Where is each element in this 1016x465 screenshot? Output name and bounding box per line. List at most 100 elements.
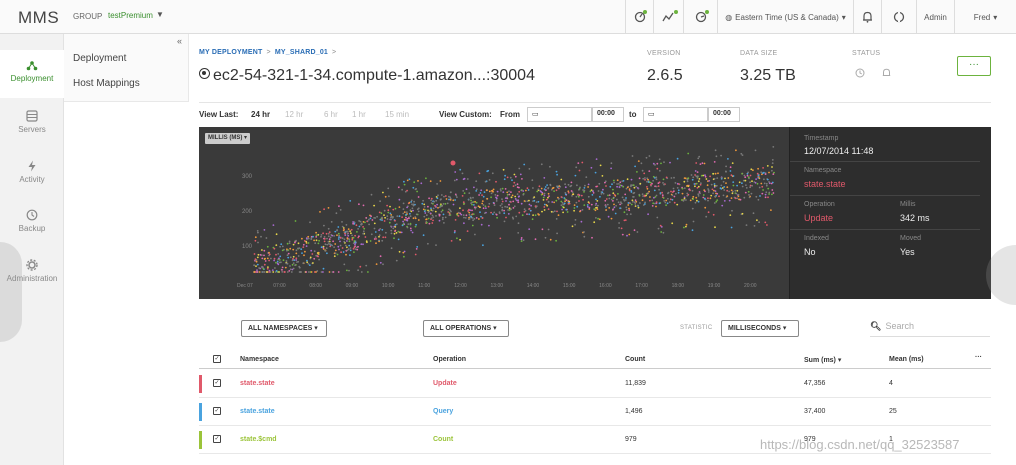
sidebar-item-activity[interactable]: Activity: [0, 160, 64, 184]
scatter-point[interactable]: [305, 271, 308, 273]
slow-query-chart[interactable]: 300 200 100 Dec 07 07:00 08:00 09:00 10:00 11:00…: [199, 127, 991, 299]
scatter-point[interactable]: [617, 193, 619, 195]
scatter-point[interactable]: [337, 232, 340, 235]
scatter-point[interactable]: [697, 193, 700, 196]
scatter-point[interactable]: [263, 249, 266, 252]
scatter-point[interactable]: [286, 248, 288, 251]
subnav-item-host-mappings[interactable]: Host Mappings: [73, 78, 140, 89]
scatter-point[interactable]: [634, 205, 637, 207]
scatter-point[interactable]: [347, 228, 350, 230]
scatter-point[interactable]: [750, 168, 753, 171]
scatter-point[interactable]: [480, 215, 482, 218]
scatter-point[interactable]: [541, 210, 543, 213]
scatter-point[interactable]: [315, 231, 317, 234]
scatter-point[interactable]: [747, 171, 749, 174]
user-menu[interactable]: Fred ▾: [954, 0, 1016, 34]
scatter-point[interactable]: [278, 257, 280, 260]
scatter-point[interactable]: [390, 214, 393, 216]
scatter-point[interactable]: [687, 152, 690, 155]
scatter-point[interactable]: [741, 212, 744, 215]
scatter-point[interactable]: [382, 236, 385, 239]
brand-logo[interactable]: MMS: [18, 8, 60, 27]
column-operation[interactable]: Operation: [433, 356, 467, 363]
scatter-point[interactable]: [532, 214, 534, 216]
scatter-point[interactable]: [334, 249, 337, 252]
scatter-point[interactable]: [459, 168, 462, 171]
scatter-point[interactable]: [624, 193, 627, 196]
scatter-point[interactable]: [469, 209, 471, 212]
scatter-point[interactable]: [370, 233, 373, 236]
scatter-point[interactable]: [470, 199, 472, 202]
scatter-point[interactable]: [630, 178, 633, 181]
scatter-point[interactable]: [704, 174, 706, 177]
scatter-point[interactable]: [736, 197, 739, 200]
scatter-point[interactable]: [623, 211, 626, 214]
scatter-point[interactable]: [504, 174, 506, 177]
scatter-point[interactable]: [456, 196, 458, 198]
scatter-point[interactable]: [595, 158, 598, 160]
scatter-point[interactable]: [344, 232, 346, 235]
scatter-point[interactable]: [409, 212, 411, 215]
scatter-point[interactable]: [593, 208, 596, 210]
scatter-point[interactable]: [443, 195, 445, 198]
scatter-point[interactable]: [408, 217, 410, 220]
monitoring-status-button[interactable]: [683, 0, 717, 34]
scatter-point[interactable]: [746, 172, 749, 175]
scatter-point[interactable]: [741, 172, 743, 175]
scatter-point[interactable]: [704, 175, 707, 178]
scatter-point[interactable]: [512, 207, 515, 209]
scatter-point[interactable]: [315, 234, 318, 237]
scatter-point[interactable]: [591, 194, 594, 196]
statistic-dropdown[interactable]: MILLISECONDS ▾: [721, 320, 799, 337]
scatter-point[interactable]: [510, 201, 512, 203]
scatter-point[interactable]: [436, 197, 439, 200]
scatter-point[interactable]: [587, 186, 589, 188]
scatter-point[interactable]: [528, 207, 531, 210]
scatter-point[interactable]: [686, 180, 689, 183]
scatter-point[interactable]: [405, 211, 408, 213]
scatter-point[interactable]: [705, 178, 708, 180]
scatter-point[interactable]: [394, 226, 397, 228]
scatter-point[interactable]: [672, 187, 675, 190]
scatter-point[interactable]: [690, 174, 693, 176]
scatter-point[interactable]: [463, 222, 465, 225]
scatter-point[interactable]: [493, 202, 495, 205]
scatter-point[interactable]: [660, 226, 663, 228]
scatter-point[interactable]: [460, 213, 463, 216]
scatter-point[interactable]: [659, 192, 662, 194]
scatter-point[interactable]: [651, 182, 653, 185]
scatter-point[interactable]: [595, 185, 598, 188]
scatter-point[interactable]: [696, 186, 699, 189]
search-field[interactable]: 🔍︎ Search: [870, 321, 990, 337]
scatter-point[interactable]: [564, 198, 567, 201]
scatter-point[interactable]: [547, 196, 549, 199]
scatter-point[interactable]: [327, 227, 330, 230]
scatter-point[interactable]: [685, 223, 688, 226]
scatter-point[interactable]: [317, 233, 320, 236]
scatter-point[interactable]: [505, 216, 507, 219]
scatter-point[interactable]: [276, 260, 279, 263]
scatter-point[interactable]: [658, 158, 661, 161]
scatter-point[interactable]: [378, 229, 380, 232]
scatter-point[interactable]: [264, 257, 266, 260]
scatter-point[interactable]: [253, 271, 256, 273]
scatter-point[interactable]: [410, 229, 412, 232]
scatter-point[interactable]: [534, 214, 537, 217]
scatter-point[interactable]: [332, 271, 335, 273]
scatter-point[interactable]: [416, 208, 419, 211]
scatter-point[interactable]: [549, 183, 552, 186]
scatter-point[interactable]: [697, 200, 700, 203]
scatter-point[interactable]: [459, 207, 461, 209]
scatter-point[interactable]: [347, 234, 350, 237]
scatter-point[interactable]: [612, 188, 614, 191]
scatter-point[interactable]: [687, 177, 690, 179]
scatter-point[interactable]: [365, 240, 368, 243]
scatter-point[interactable]: [495, 200, 498, 202]
scatter-point[interactable]: [654, 177, 656, 179]
to-date-input[interactable]: ▭: [643, 107, 708, 122]
scatter-point[interactable]: [502, 168, 505, 171]
scatter-point[interactable]: [738, 198, 740, 201]
scatter-point[interactable]: [495, 213, 498, 216]
scatter-point[interactable]: [257, 241, 259, 244]
scatter-point[interactable]: [256, 271, 259, 273]
